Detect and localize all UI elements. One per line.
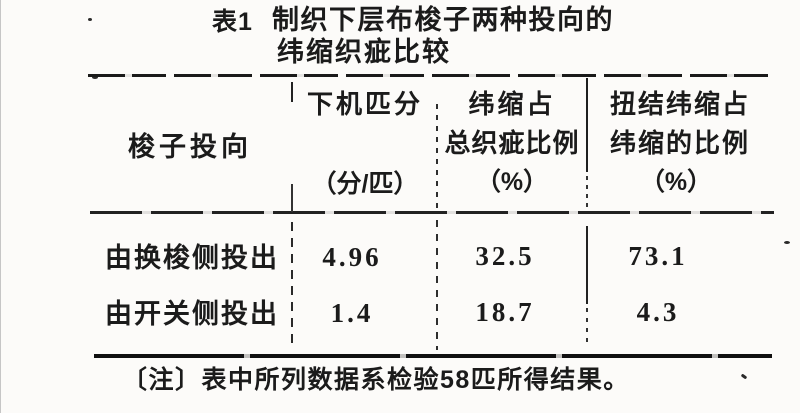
header-weft-shrink-ratio-unit: （%） <box>475 168 549 196</box>
header-doffing-score-unit: （分/匹） <box>311 170 419 198</box>
column-separator-2 <box>436 104 438 212</box>
column-separator-2 <box>436 220 438 350</box>
cell-value: 73.1 <box>628 241 688 271</box>
table-title-line1: 制织下层布梭子两种投向的 <box>272 5 614 35</box>
header-shuttle-direction: 梭子投向 <box>128 132 252 162</box>
header-doffing-score-line1: 下机匹分 <box>306 89 423 119</box>
column-separator-3 <box>586 78 588 172</box>
scan-speck <box>376 60 379 63</box>
table-title-line2: 纬缩织疵比较 <box>277 37 451 67</box>
cell-value: 1.4 <box>330 298 374 328</box>
cell-value: 4.3 <box>636 297 680 327</box>
column-separator-3 <box>586 226 588 304</box>
column-separator-1 <box>291 222 293 350</box>
cell-value: 18.7 <box>475 297 535 327</box>
column-separator-3 <box>586 308 588 348</box>
table-header-rule <box>90 211 774 214</box>
cell-value: 32.5 <box>475 241 535 271</box>
row-label: 由换梭侧投出 <box>105 243 279 273</box>
header-kinked-shrink-line2: 纬缩的比例 <box>609 128 750 158</box>
header-weft-shrink-ratio-line1: 纬缩占 <box>468 89 556 119</box>
header-weft-shrink-ratio-line2: 总织疵比例 <box>444 128 580 158</box>
scan-edge-line <box>0 0 1 413</box>
table-bottom-rule <box>94 354 772 358</box>
table-footnote: 〔注〕表中所列数据系检验58匹所得结果。 <box>122 366 630 394</box>
scan-speck <box>88 18 92 21</box>
column-separator-1 <box>291 82 293 102</box>
header-kinked-shrink-unit: （%） <box>639 168 713 196</box>
header-kinked-shrink-line1: 扭结纬缩占 <box>609 89 750 119</box>
column-separator-3 <box>586 176 588 212</box>
table-top-rule <box>88 74 776 77</box>
table-number-label: 表1 <box>212 8 253 36</box>
column-separator-1 <box>291 184 293 212</box>
scan-speck <box>784 241 790 244</box>
cell-value: 4.96 <box>322 242 382 272</box>
scan-speck <box>92 76 98 79</box>
scan-speck <box>740 373 748 380</box>
row-label: 由开关侧投出 <box>105 299 279 329</box>
